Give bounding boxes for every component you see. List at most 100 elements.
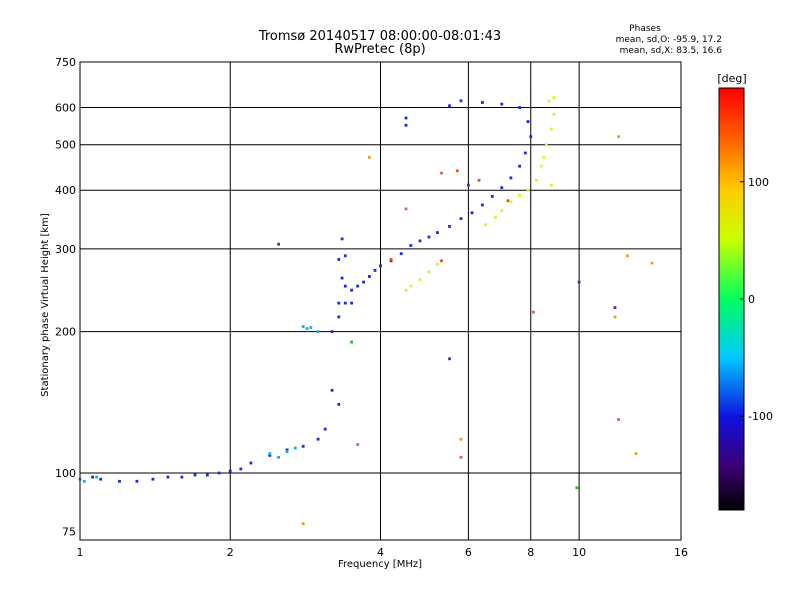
data-point [617,135,620,139]
data-point [166,475,170,479]
y-tick-label: 200 [55,326,76,339]
data-point [340,276,344,280]
data-point [529,135,533,139]
grid-lines [80,62,681,540]
data-point [467,183,470,187]
data-point [193,473,197,477]
data-point [337,315,341,319]
y-axis-label: Stationary phase Virtual Height [km] [40,213,51,397]
data-point [459,437,463,441]
data-point [459,99,463,103]
data-point [484,223,488,226]
data-point [337,403,341,406]
y-tick-label: 100 [55,467,76,480]
data-point [373,269,377,272]
data-point [526,188,530,192]
x-axis-ticks: 1 2 4 6 8 10 16 [77,546,689,559]
chart-subtitle: RwPretec (8p) [334,42,425,57]
data-point [82,479,86,483]
data-point [389,258,393,261]
data-point [436,263,439,266]
stats-line-x: mean, sd,X: 83.5, 16.6 [620,46,723,56]
data-point [418,239,422,243]
data-point [617,418,620,421]
y-tick-label: 75 [62,526,76,539]
data-point [239,467,243,471]
data-point [277,455,280,459]
data-point [330,388,334,392]
data-point [545,143,548,147]
data-point [552,96,556,99]
data-point [509,176,513,180]
data-point [343,301,347,305]
data-point [404,207,408,211]
data-point [343,254,347,258]
data-point [481,101,484,104]
data-point [379,264,382,268]
data-point [277,242,280,246]
colorbar-tick-label: 0 [748,293,755,306]
stats-line-o: mean, sd,O: -95.9, 17.2 [616,35,722,45]
data-point [539,164,543,168]
data-point [301,325,305,328]
data-point [330,330,334,333]
stats-header: Phases [629,24,661,34]
x-tick-label: 4 [377,546,384,559]
data-point [368,275,371,278]
data-point [459,217,463,220]
data-point [542,155,546,159]
y-tick-label: 500 [55,139,76,152]
data-point [362,280,365,284]
data-point [500,209,504,212]
data-point [448,104,451,108]
data-point [490,195,494,198]
data-point [547,99,551,103]
data-point [337,258,341,261]
data-point [285,450,289,454]
data-point [550,127,553,131]
y-tick-label: 300 [55,243,76,256]
data-point [518,164,521,168]
data-point [337,301,341,305]
data-point [343,284,347,288]
x-tick-label: 1 [77,546,84,559]
data-point [301,522,305,526]
data-point [418,278,422,282]
x-tick-label: 16 [674,546,688,559]
x-axis-label: Frequency [MHz] [338,559,422,570]
data-point [518,194,521,197]
colorbar-label: [deg] [717,72,746,85]
data-point [500,102,504,106]
data-point [459,455,463,459]
data-point [477,178,481,182]
data-point [409,244,413,247]
data-point [575,486,579,490]
data-point [350,288,353,292]
x-tick-label: 8 [527,546,534,559]
data-point [309,326,313,329]
y-tick-label: 600 [55,102,76,115]
data-point [301,444,305,448]
x-tick-label: 2 [227,546,234,559]
data-point [436,231,439,234]
y-tick-label: 750 [55,56,76,69]
y-tick-label: 400 [55,184,76,197]
data-point [509,200,513,204]
data-point [427,235,431,239]
data-point [440,171,443,175]
data-point [532,310,535,314]
data-point [316,437,320,441]
data-point [228,469,232,473]
data-point [206,473,209,477]
data-point [368,155,371,159]
data-point [613,306,617,309]
data-point [440,259,443,263]
data-point [404,116,408,120]
data-point [293,446,297,450]
data-point [268,452,272,455]
data-point [518,106,521,109]
data-point [91,475,94,479]
data-point [550,183,553,187]
data-point [404,288,408,292]
